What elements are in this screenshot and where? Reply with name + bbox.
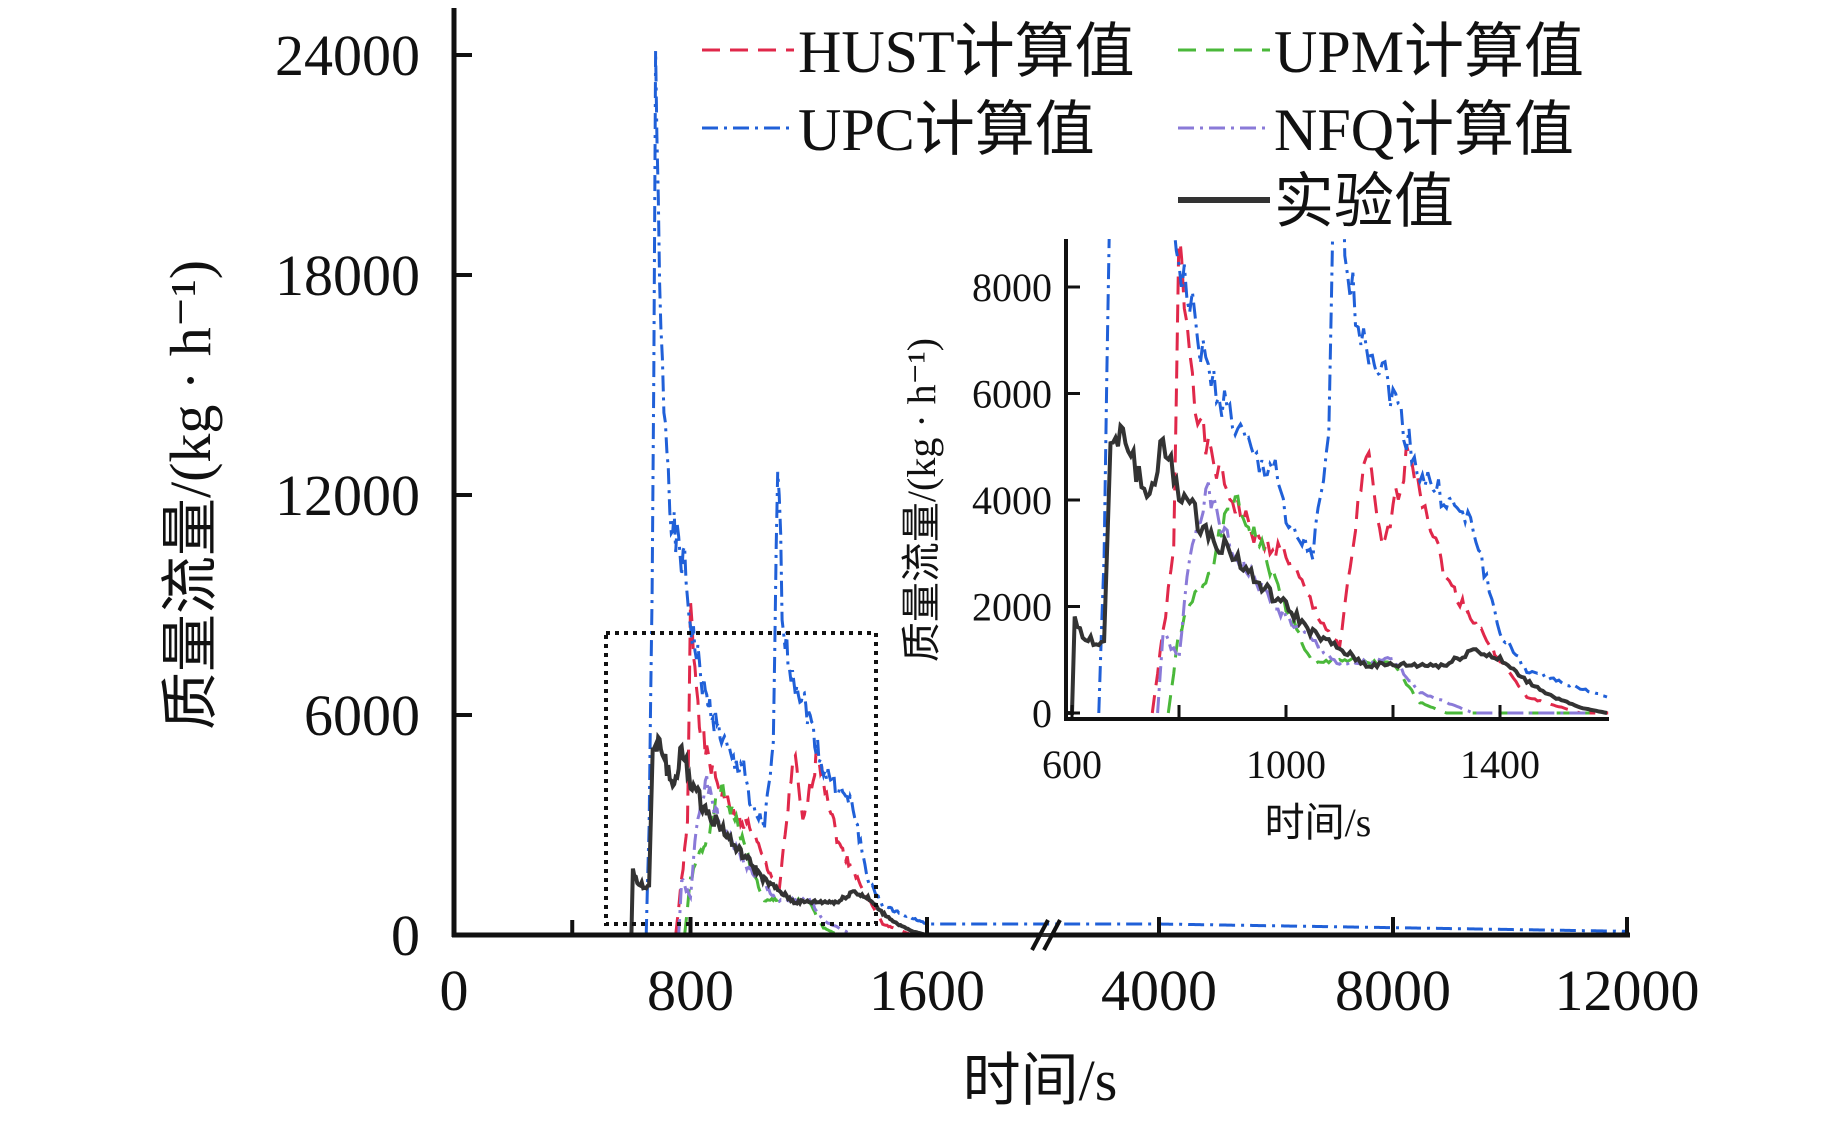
y-tick-label: 18000	[275, 243, 420, 308]
zoom-region-box	[604, 631, 878, 926]
legend-label: 实验值	[1274, 169, 1454, 235]
inset-y-tick-label: 0	[1032, 691, 1052, 736]
y-tick-label: 0	[391, 903, 420, 968]
x-tick-label: 8000	[1335, 958, 1451, 1023]
inset-y-tick-label: 8000	[972, 265, 1052, 310]
y-tick-label: 6000	[304, 683, 420, 748]
main-line-series-1	[683, 784, 1627, 937]
legend-label: UPM计算值	[1274, 19, 1584, 85]
x-axis-label: 时间/s	[963, 1048, 1118, 1113]
inset-y-tick-label: 4000	[972, 478, 1052, 523]
x-tick-label: 0	[440, 958, 469, 1023]
inset-line-series-2	[1097, 239, 1608, 714]
inset-y-axis-label: 质量流量/(kg · h⁻¹)	[899, 338, 944, 662]
y-tick-label: 24000	[275, 23, 420, 88]
axis-break-icon	[1030, 919, 1062, 951]
x-tick-label: 4000	[1101, 958, 1217, 1023]
inset-line-series-3	[1156, 482, 1588, 715]
inset-line-series-0	[1150, 239, 1609, 715]
main-line-series-2	[644, 50, 1627, 936]
inset-y-tick-label: 2000	[972, 585, 1052, 630]
inset-x-tick-label: 1000	[1246, 742, 1326, 787]
inset-x-tick-label: 600	[1042, 742, 1102, 787]
y-axis-label: 质量流量/(kg · h⁻¹)	[158, 260, 223, 730]
inset-line-series-4	[1066, 421, 1608, 715]
main-line-series-3	[677, 775, 1627, 937]
inset-x-tick-label: 1400	[1460, 742, 1540, 787]
inset-y-tick-label: 6000	[972, 372, 1052, 417]
x-tick-label: 1600	[869, 958, 985, 1023]
x-tick-label: 12000	[1555, 958, 1700, 1023]
legend-label: HUST计算值	[798, 19, 1135, 85]
y-tick-label: 12000	[275, 463, 420, 528]
legend-label: NFQ计算值	[1274, 97, 1574, 163]
x-tick-label: 800	[647, 958, 734, 1023]
legend-label: UPC计算值	[798, 97, 1095, 163]
inset-x-axis-label: 时间/s	[1265, 800, 1372, 845]
inset-line-series-1	[1166, 494, 1590, 715]
main-line-series-4	[454, 731, 1627, 937]
